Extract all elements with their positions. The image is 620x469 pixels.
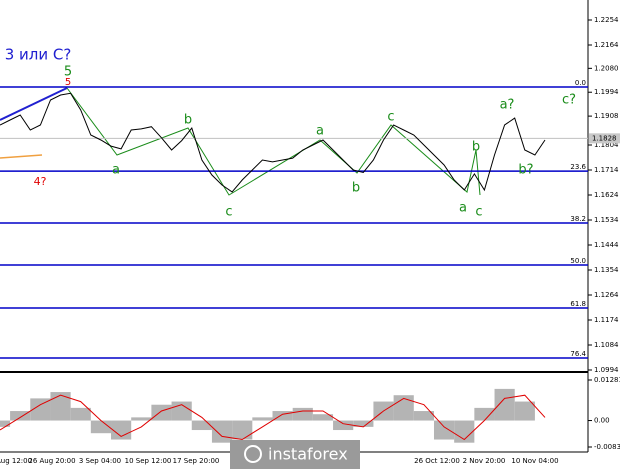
wave-label: 3 или С? (5, 46, 72, 64)
histogram-bar (252, 417, 273, 421)
fib-label: 38.2 (570, 215, 586, 223)
watermark: instaforex (268, 445, 348, 464)
x-tick-label: 10 Sep 12:00 (125, 457, 172, 465)
x-tick-label: Aug 12:00 (0, 457, 32, 465)
histogram-bar (90, 420, 112, 434)
histogram-bar (30, 398, 51, 421)
fib-label: 50.0 (570, 257, 586, 265)
histogram-bar (312, 414, 334, 421)
y-tick-label: 1.1354 (594, 266, 619, 274)
histogram-bar (474, 407, 495, 421)
wave-label: 5 (64, 65, 72, 80)
wave-label: c (475, 205, 482, 220)
histogram-bar (433, 420, 455, 440)
x-tick-label: 26 Aug 20:00 (28, 457, 75, 465)
y-tick-label: 1.1624 (594, 191, 619, 199)
y-tick-label: 1.1804 (594, 141, 619, 149)
histogram-bar (211, 420, 233, 443)
histogram-bar (393, 395, 414, 421)
wave-label: c? (562, 93, 576, 108)
y-tick-label: 1.2254 (594, 16, 619, 24)
fib-label: 23.6 (570, 163, 586, 171)
x-tick-label: 2 Nov 20:00 (463, 457, 506, 465)
y-tick-label: 1.1534 (594, 216, 619, 224)
y-tick-label: -0.00836 (594, 443, 620, 451)
x-tick-label: 10 Nov 04:00 (511, 457, 558, 465)
histogram-bar (454, 420, 475, 443)
histogram-bar (272, 411, 293, 421)
y-tick-label: 1.1174 (594, 316, 619, 324)
histogram-bar (70, 407, 91, 421)
y-tick-label: 1.1264 (594, 291, 619, 299)
wave-label: a? (500, 98, 515, 113)
x-tick-label: 26 Oct 12:00 (414, 457, 460, 465)
trend-line (0, 87, 68, 121)
y-tick-label: 1.1908 (594, 112, 619, 120)
watermark-icon (244, 445, 262, 463)
histogram-bar (131, 417, 152, 421)
histogram-bar (333, 420, 354, 431)
histogram-bar (353, 420, 374, 427)
wave-label: c (225, 205, 232, 220)
wave-label: 5 (65, 77, 71, 88)
trend-line (0, 154, 43, 159)
wave-label: 4? (34, 175, 47, 188)
last-price-label: 1.1828 (592, 134, 617, 142)
y-tick-label: 1.1714 (594, 166, 619, 174)
histogram-bar (413, 411, 434, 421)
y-tick-label: 0.00 (594, 417, 610, 425)
wave-label: a (316, 124, 324, 139)
x-tick-label: 17 Sep 20:00 (173, 457, 220, 465)
fib-label: 0.0 (575, 79, 586, 87)
histogram-bar (514, 401, 535, 421)
x-tick-label: 3 Sep 04:00 (79, 457, 121, 465)
y-tick-label: 0.01281 (594, 376, 620, 384)
histogram-bar (0, 420, 11, 427)
last-price-box (589, 133, 620, 144)
wave-label: b (352, 181, 360, 196)
price-line (0, 92, 546, 193)
y-tick-label: 1.1444 (594, 241, 619, 249)
histogram-bar (191, 420, 212, 431)
histogram-bar (10, 411, 31, 421)
watermark-box (230, 440, 360, 469)
histogram-bar (50, 392, 71, 421)
histogram-bar (111, 420, 132, 440)
histogram-bar (494, 388, 515, 421)
fib-label: 76.4 (570, 350, 586, 358)
wave-label: a (459, 201, 467, 216)
histogram-bar (151, 404, 172, 421)
y-tick-label: 1.1994 (594, 88, 619, 96)
y-tick-label: 1.0994 (594, 366, 619, 374)
histogram-bar (292, 407, 313, 421)
fib-label: 61.8 (570, 300, 586, 308)
wave-label: c (387, 110, 394, 125)
wave-label: b (472, 140, 480, 155)
wave-label: b? (518, 163, 533, 178)
y-tick-label: 1.2080 (594, 64, 619, 72)
histogram-bar (232, 420, 253, 440)
y-tick-label: 1.1084 (594, 341, 619, 349)
wave-label: a (112, 163, 120, 178)
signal-line (0, 394, 546, 441)
wave-label: b (184, 113, 192, 128)
y-tick-label: 1.2164 (594, 41, 619, 49)
